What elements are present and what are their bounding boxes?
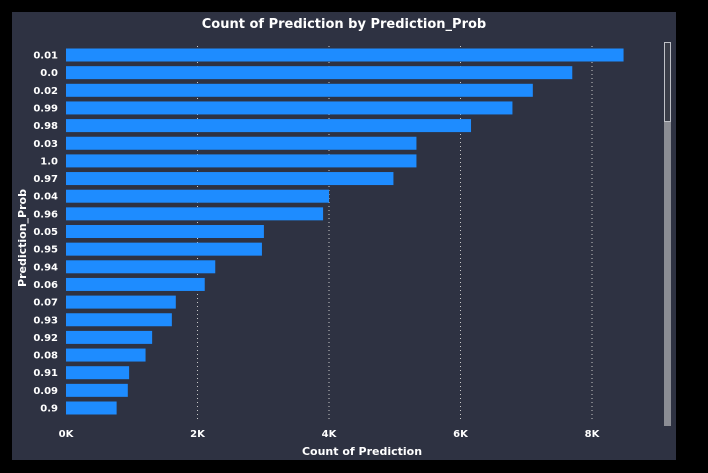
bar-0.9[interactable] (66, 401, 117, 415)
y-axis-ticks: 0.01 0.0 0.02 0.99 0.98 0.03 1.0 0.97 0.04 0.96 0.… (33, 51, 58, 415)
y-tick-label: 0.04 (33, 192, 58, 203)
y-tick-label: 0.9 (40, 404, 58, 415)
y-tick-label: 0.94 (33, 262, 58, 273)
bars (66, 48, 624, 415)
bar-1.0[interactable] (66, 154, 417, 168)
chart-panel: Count of Prediction by Prediction_Prob 0… (12, 12, 676, 460)
x-axis-ticks: 0K 2K 4K 6K 8K (59, 429, 601, 440)
scrollbar-thumb[interactable] (664, 42, 671, 122)
y-tick-label: 0.98 (33, 121, 58, 132)
bar-0.95[interactable] (66, 242, 262, 256)
bar-0.07[interactable] (66, 295, 176, 309)
bar-0.91[interactable] (66, 366, 130, 380)
y-tick-label: 1.0 (40, 156, 58, 167)
bar-0.98[interactable] (66, 119, 472, 133)
x-tick-label: 8K (585, 429, 601, 440)
bar-0.96[interactable] (66, 207, 324, 221)
y-tick-label: 0.95 (33, 245, 58, 256)
bar-0.04[interactable] (66, 189, 329, 203)
bar-0.93[interactable] (66, 313, 172, 327)
bar-0.06[interactable] (66, 277, 205, 291)
bar-0.01[interactable] (66, 48, 624, 62)
y-tick-label: 0.02 (33, 86, 58, 97)
bar-0.97[interactable] (66, 172, 394, 186)
y-tick-label: 0.99 (33, 103, 58, 114)
chart-title: Count of Prediction by Prediction_Prob (202, 17, 487, 32)
bar-chart: Count of Prediction by Prediction_Prob 0… (16, 17, 624, 458)
bar-0.94[interactable] (66, 260, 216, 274)
x-axis-title: Count of Prediction (302, 445, 422, 458)
y-tick-label: 0.07 (33, 298, 58, 309)
bar-0.05[interactable] (66, 225, 264, 238)
bar-0.09[interactable] (66, 383, 128, 397)
x-tick-label: 4K (322, 429, 338, 440)
y-axis-title: Prediction_Prob (16, 189, 29, 287)
y-tick-label: 0.01 (33, 51, 58, 62)
bar-0.0[interactable] (66, 66, 573, 80)
y-tick-label: 0.97 (33, 174, 58, 185)
bar-0.02[interactable] (66, 83, 533, 97)
y-tick-label: 0.08 (33, 351, 58, 362)
x-tick-label: 0K (59, 429, 75, 440)
bar-0.08[interactable] (66, 348, 146, 362)
vertical-scrollbar[interactable] (664, 42, 671, 426)
y-tick-label: 0.09 (33, 386, 58, 397)
y-tick-label: 0.03 (33, 139, 58, 150)
y-tick-label: 0.05 (33, 227, 58, 238)
y-tick-label: 0.96 (33, 209, 58, 220)
bar-0.03[interactable] (66, 136, 417, 150)
y-tick-label: 0.91 (33, 368, 58, 379)
y-tick-label: 0.92 (33, 333, 58, 344)
x-tick-label: 2K (190, 429, 206, 440)
y-tick-label: 0.0 (40, 68, 58, 79)
y-tick-label: 0.93 (33, 315, 58, 326)
y-tick-label: 0.06 (33, 280, 58, 291)
bar-0.92[interactable] (66, 330, 153, 344)
x-tick-label: 6K (453, 429, 469, 440)
bar-0.99[interactable] (66, 101, 513, 115)
